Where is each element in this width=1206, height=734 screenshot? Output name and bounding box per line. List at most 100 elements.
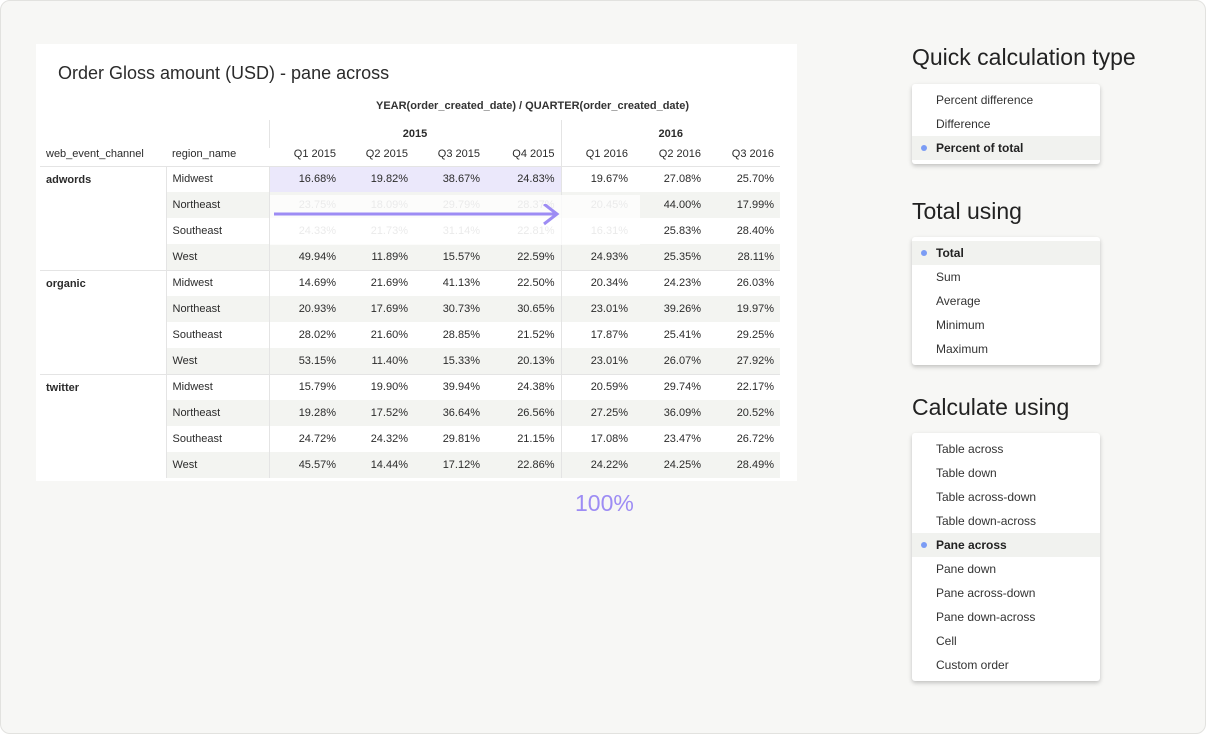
value-cell: 24.32% (370, 433, 408, 445)
value-cell: 23.01% (561, 348, 634, 374)
menu-item-label: Total (936, 246, 964, 260)
value-cell: 19.28% (269, 400, 342, 426)
value-cell: 20.52% (707, 400, 780, 426)
table-row: West 53.15% 11.40% 15.33% 20.13% 23.01% 26.07%… (40, 348, 780, 374)
value-cell: 11.40% (342, 348, 414, 374)
menu-item-label: Maximum (936, 342, 989, 356)
option-menu: Percent difference Difference Percent of t… (912, 84, 1100, 164)
value-cell: 23.01% (561, 296, 634, 322)
menu-item[interactable]: Table across-down (912, 485, 1100, 509)
value-cell: 24.38% (486, 373, 562, 400)
value-cell: 39.26% (634, 296, 707, 322)
menu-item[interactable]: Difference (912, 112, 1100, 136)
region-cell: Midwest (166, 269, 270, 296)
value-cell: 11.89% (342, 244, 414, 270)
menu-item-label: Pane down (936, 562, 997, 576)
arrow-right-icon (274, 204, 560, 226)
menu-item[interactable]: Pane down-across (912, 605, 1100, 629)
row-header: web_event_channel (46, 148, 144, 160)
menu-item[interactable]: Percent of total (912, 136, 1100, 160)
menu-item-label: Custom order (936, 658, 1009, 672)
menu-item-label: Table across (936, 442, 1004, 456)
menu-item[interactable]: Pane across (912, 533, 1100, 557)
region-cell: West (166, 452, 270, 478)
value-cell: 17.99% (707, 192, 780, 218)
region-cell: West (166, 244, 270, 270)
menu-item-label: Pane across-down (936, 586, 1036, 600)
region-cell: Northeast (166, 296, 270, 322)
value-cell: 29.81% (442, 433, 480, 445)
menu-item-label: Minimum (936, 318, 985, 332)
quarter-header: Q3 2016 (731, 148, 774, 160)
menu-item[interactable]: Cell (912, 629, 1100, 653)
value-cell: 36.64% (414, 400, 486, 426)
value-cell: 30.65% (486, 296, 562, 322)
region-cell: Southeast (166, 218, 270, 244)
value-cell: 20.34% (561, 269, 634, 296)
value-cell: 16.68% (269, 165, 342, 192)
panel-title: Quick calculation type (912, 44, 1136, 70)
value-cell: 20.93% (269, 296, 342, 322)
value-cell: 19.67% (561, 165, 634, 192)
menu-item[interactable]: Table down (912, 461, 1100, 485)
quarter-header: Q1 2015 (293, 148, 336, 160)
menu-item-label: Pane down-across (936, 610, 1036, 624)
value-cell: 15.79% (269, 373, 342, 400)
value-cell: 29.74% (634, 373, 707, 400)
value-cell: 27.92% (707, 348, 780, 374)
value-cell: 17.69% (342, 296, 414, 322)
value-cell: 29.25% (736, 329, 774, 341)
value-cell: 25.83% (663, 225, 701, 237)
value-cell: 24.25% (634, 452, 707, 478)
value-cell: 22.86% (486, 452, 562, 478)
channel-cell: twitter (40, 373, 167, 478)
option-menu: Total Sum Average Minimum Maximum (912, 237, 1100, 365)
row-header: region_name (172, 148, 237, 160)
value-cell: 20.45% (561, 192, 634, 218)
table-row: twitter Midwest 15.79% 19.90% 39.94% 24.38% 20… (40, 373, 780, 478)
table-row: Northeast 20.93% 17.69% 30.73% 30.65% 23.01% 3… (40, 296, 780, 322)
value-cell: 28.49% (707, 452, 780, 478)
value-cell: 24.83% (486, 165, 562, 192)
table-row: Southeast 24.72% 24.32% 29.81% 21.15% 17.08% 2… (40, 426, 780, 452)
value-cell: 41.13% (414, 269, 486, 296)
value-cell: 22.50% (486, 269, 562, 296)
value-cell: 17.52% (342, 400, 414, 426)
region-cell: Northeast (166, 400, 270, 426)
value-cell: 45.57% (269, 452, 342, 478)
region-cell: Southeast (166, 322, 270, 348)
menu-item-label: Percent difference (936, 93, 1034, 107)
menu-item-label: Table down (936, 466, 997, 480)
value-cell: 21.52% (486, 322, 562, 348)
menu-item[interactable]: Custom order (912, 653, 1100, 677)
menu-item[interactable]: Table across (912, 437, 1100, 461)
value-cell: 17.12% (414, 452, 486, 478)
value-cell: 27.08% (634, 165, 707, 192)
menu-item-label: Pane across (936, 538, 1007, 552)
year-header: 2016 (658, 128, 683, 140)
menu-item[interactable]: Minimum (912, 313, 1100, 337)
panel-title: Calculate using (912, 394, 1070, 420)
menu-item[interactable]: Pane down (912, 557, 1100, 581)
value-cell: 25.41% (663, 329, 701, 341)
menu-item[interactable]: Average (912, 289, 1100, 313)
menu-item[interactable]: Maximum (912, 337, 1100, 361)
quarter-header: Q4 2015 (486, 148, 562, 166)
percent-annotation: 100% (575, 490, 634, 516)
value-cell: 19.90% (342, 373, 414, 400)
value-cell: 53.15% (269, 348, 342, 374)
value-cell: 23.47% (663, 433, 701, 445)
menu-item[interactable]: Pane across-down (912, 581, 1100, 605)
quarter-header: Q2 2015 (365, 148, 408, 160)
menu-item[interactable]: Sum (912, 265, 1100, 289)
menu-item[interactable]: Total (912, 241, 1100, 265)
table-row: West 49.94% 11.89% 15.57% 22.59% 24.93% 25.35%… (40, 244, 780, 270)
region-cell: Northeast (166, 192, 270, 218)
value-cell: 26.56% (486, 400, 562, 426)
value-cell: 26.03% (707, 269, 780, 296)
menu-item[interactable]: Table down-across (912, 509, 1100, 533)
menu-item[interactable]: Percent difference (912, 88, 1100, 112)
table-row: Southeast 28.02% 21.60% 28.85% 21.52% 17.87% 2… (40, 322, 780, 348)
table-row: adwords Midwest 16.68% 19.82% 38.67% 24.83% 19… (40, 165, 780, 270)
value-cell: 44.00% (634, 192, 707, 218)
